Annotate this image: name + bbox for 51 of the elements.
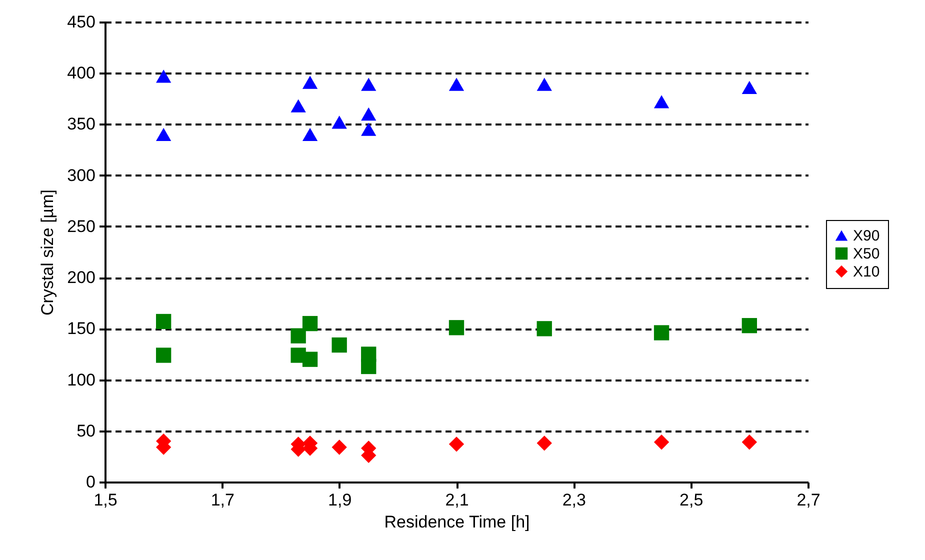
y-axis-title: Crystal size [µm] bbox=[38, 190, 58, 316]
y-tick-label: 150 bbox=[67, 319, 96, 338]
x-axis-title: Residence Time [h] bbox=[384, 512, 530, 532]
point bbox=[332, 337, 347, 353]
point bbox=[302, 316, 318, 332]
x-tick-label: 1,9 bbox=[328, 490, 352, 510]
x-tick-label: 2,1 bbox=[445, 490, 469, 510]
point bbox=[654, 434, 670, 450]
point bbox=[536, 78, 552, 91]
legend-label: X10 bbox=[853, 264, 880, 280]
y-tick-label: 250 bbox=[67, 216, 96, 236]
point bbox=[290, 328, 306, 344]
x-tick-label: 1,5 bbox=[94, 490, 118, 510]
x-tick-label: 2,7 bbox=[796, 490, 820, 510]
point bbox=[156, 348, 172, 363]
point bbox=[536, 436, 552, 451]
y-tick-label: 450 bbox=[67, 12, 96, 32]
x-tick-label: 2,3 bbox=[562, 490, 586, 510]
point bbox=[654, 95, 670, 108]
point bbox=[302, 128, 318, 142]
point bbox=[654, 325, 670, 340]
x-tick-label: 1,7 bbox=[210, 490, 234, 510]
legend-label: X50 bbox=[853, 246, 880, 262]
point bbox=[742, 318, 757, 334]
y-tick-label: 50 bbox=[76, 421, 96, 440]
point bbox=[290, 99, 306, 112]
point bbox=[156, 128, 172, 142]
point bbox=[742, 80, 757, 94]
y-tick-label: 100 bbox=[67, 370, 96, 390]
point bbox=[536, 321, 552, 336]
point bbox=[448, 436, 464, 452]
y-tick-label: 350 bbox=[67, 114, 96, 134]
y-tick-label: 0 bbox=[86, 472, 96, 492]
point bbox=[332, 116, 347, 129]
point bbox=[332, 440, 347, 455]
point bbox=[742, 434, 757, 450]
y-tick-label: 300 bbox=[67, 166, 96, 185]
point bbox=[361, 122, 376, 136]
point bbox=[361, 107, 376, 121]
point bbox=[302, 352, 318, 367]
point bbox=[448, 78, 464, 91]
y-tick-label: 200 bbox=[67, 268, 96, 288]
point bbox=[156, 70, 172, 83]
x-tick-label: 2,5 bbox=[680, 490, 704, 510]
point bbox=[361, 358, 376, 374]
y-tick-label: 400 bbox=[67, 64, 96, 83]
point bbox=[302, 76, 318, 89]
point bbox=[156, 314, 172, 330]
point bbox=[448, 320, 464, 336]
point bbox=[361, 78, 376, 91]
legend-label: X90 bbox=[853, 228, 880, 244]
